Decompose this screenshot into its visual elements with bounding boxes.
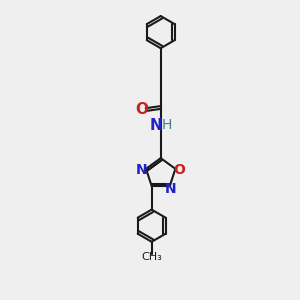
Text: N: N [136,163,147,177]
Text: O: O [135,102,148,117]
Text: O: O [173,163,185,177]
Text: N: N [165,182,177,196]
Text: CH₃: CH₃ [141,252,162,262]
Text: N: N [150,118,162,133]
Text: H: H [162,118,172,132]
